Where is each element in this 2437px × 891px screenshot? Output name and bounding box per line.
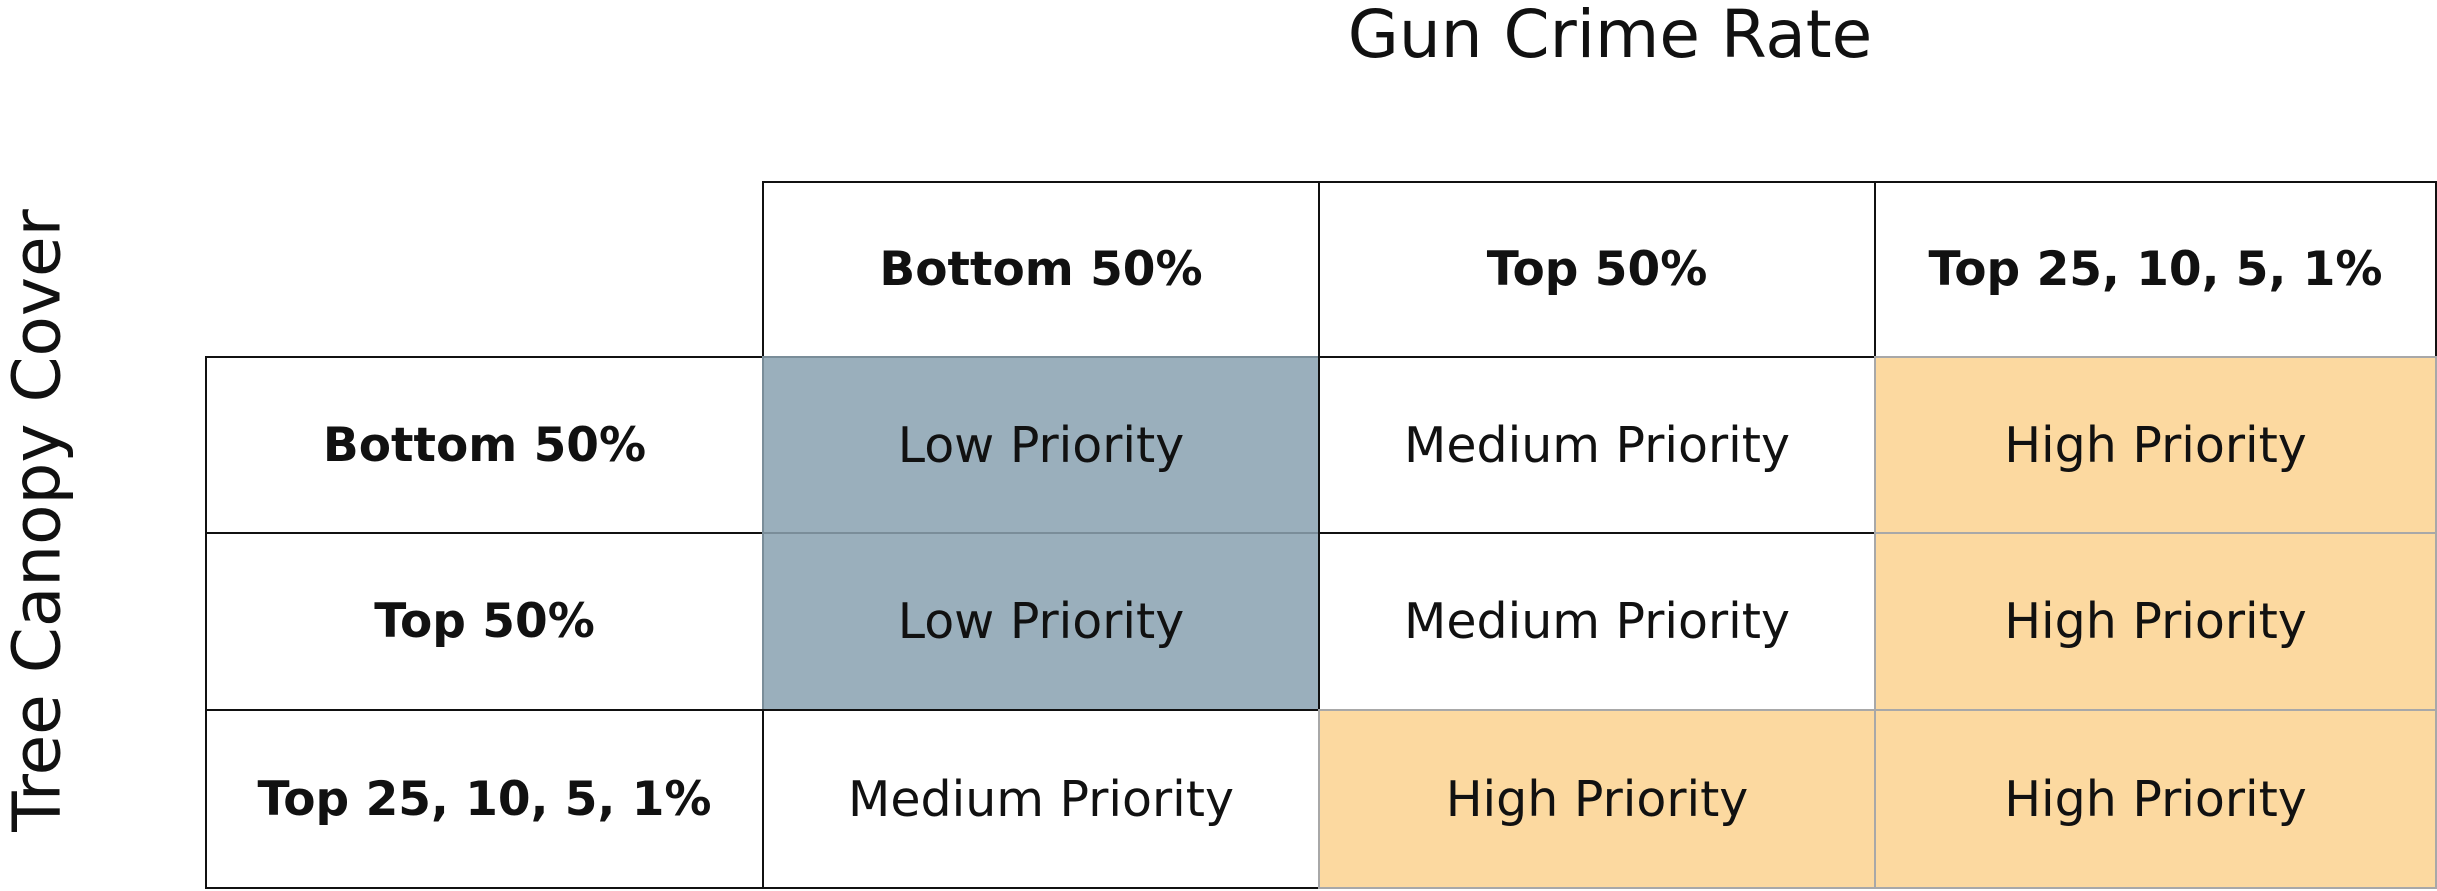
- column-header: Bottom 50%: [762, 181, 1320, 358]
- column-axis-title: Gun Crime Rate: [1347, 0, 1873, 73]
- column-header: Top 50%: [1318, 181, 1876, 358]
- matrix-cell-high-priority: High Priority: [1874, 532, 2437, 711]
- matrix-cell-high-priority: High Priority: [1874, 356, 2437, 534]
- matrix-cell-medium-priority: Medium Priority: [762, 709, 1320, 889]
- matrix-cell-high-priority: High Priority: [1874, 709, 2437, 889]
- row-header: Bottom 50%: [205, 356, 764, 534]
- matrix-cell-low-priority: Low Priority: [762, 356, 1320, 534]
- row-axis-title-wrap: Tree Canopy Cover: [0, 209, 76, 831]
- matrix-cell-high-priority: High Priority: [1318, 709, 1876, 889]
- matrix-cell-medium-priority: Medium Priority: [1318, 356, 1876, 534]
- row-header: Top 50%: [205, 532, 764, 711]
- column-header: Top 25, 10, 5, 1%: [1874, 181, 2437, 358]
- row-axis-title: Tree Canopy Cover: [0, 208, 76, 832]
- matrix-cell-low-priority: Low Priority: [762, 532, 1320, 711]
- matrix-cell-medium-priority: Medium Priority: [1318, 532, 1876, 711]
- priority-matrix: Bottom 50% Top 50% Top 25, 10, 5, 1% Bot…: [205, 181, 2437, 889]
- row-header: Top 25, 10, 5, 1%: [205, 709, 764, 889]
